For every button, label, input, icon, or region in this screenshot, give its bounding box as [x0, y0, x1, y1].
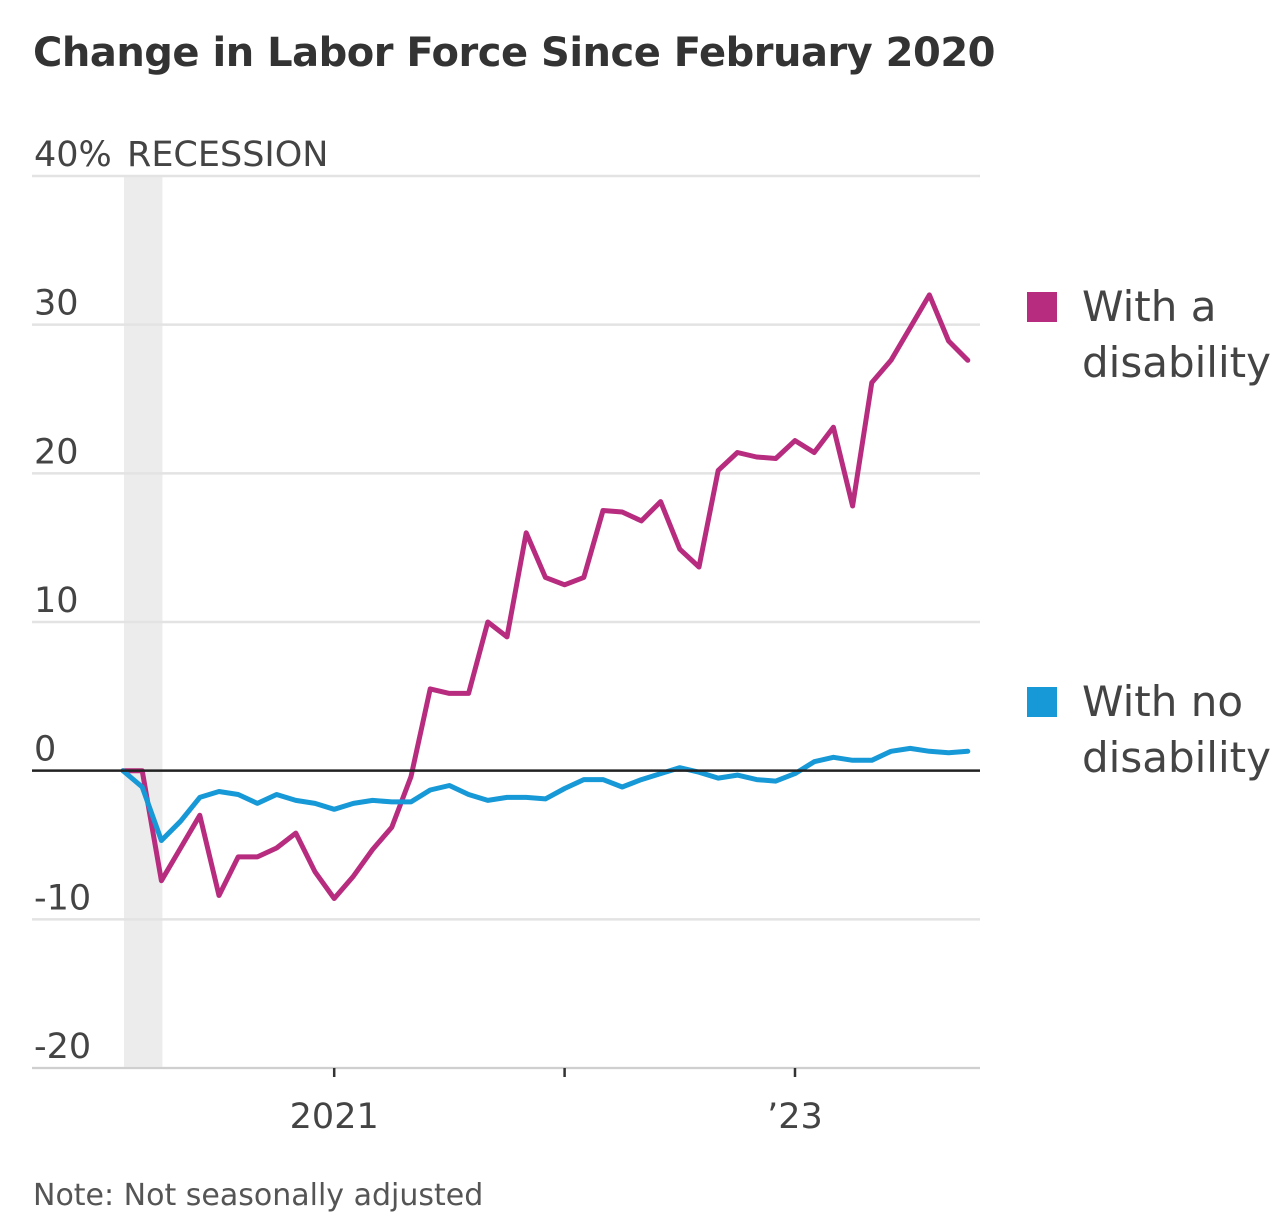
y-axis-tick-labels: 40% 30 20 10 0 -10 -20 RECESSION	[34, 135, 328, 1067]
series-line-with-no-disability	[120, 745, 971, 843]
legend-label: disability	[1082, 733, 1271, 782]
legend-label: With no	[1082, 677, 1243, 726]
y-tick-label: 10	[34, 581, 79, 621]
legend: With a disability With no disability	[1027, 282, 1271, 782]
legend-label: disability	[1082, 338, 1271, 387]
y-tick-label: 40%	[34, 135, 112, 175]
legend-swatch	[1027, 687, 1057, 717]
x-tick-label: 2021	[290, 1097, 379, 1137]
y-tick-label: -10	[34, 878, 91, 918]
legend-swatch	[1027, 292, 1057, 322]
footnote: Note: Not seasonally adjusted	[33, 1178, 484, 1213]
legend-label: With a	[1082, 282, 1216, 331]
x-axis: 2021 ’23	[32, 1067, 980, 1137]
series-line-with-disability	[120, 292, 971, 901]
y-tick-label: 0	[34, 730, 56, 770]
chart-title: Change in Labor Force Since February 202…	[33, 30, 996, 76]
recession-label: RECESSION	[127, 135, 328, 175]
series-lines	[32, 292, 980, 901]
gridlines	[32, 174, 980, 1070]
x-tick-label: ’23	[767, 1097, 823, 1137]
y-tick-label: 20	[34, 432, 79, 472]
y-tick-label: 30	[34, 284, 79, 324]
y-tick-label: -20	[34, 1027, 91, 1067]
